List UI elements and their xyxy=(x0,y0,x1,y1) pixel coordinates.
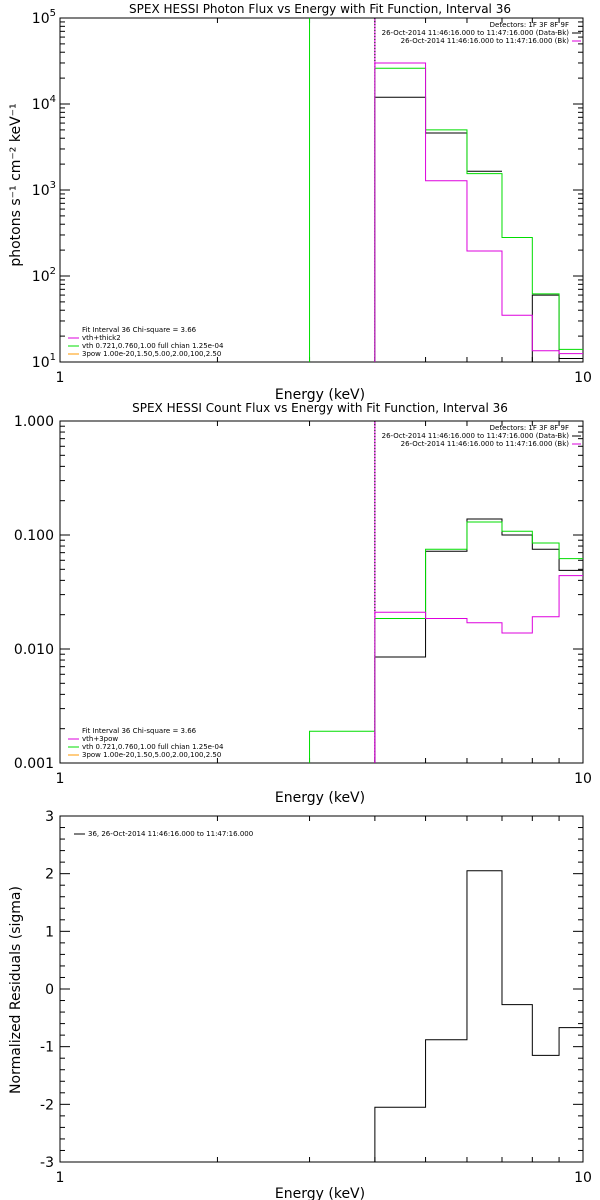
photon-flux-title: SPEX HESSI Photon Flux vs Energy with Fi… xyxy=(129,2,511,16)
series-step-line xyxy=(374,870,583,1162)
legend-label: 26-Oct-2014 11:46:16.000 to 11:47:16.000… xyxy=(401,440,570,448)
photon-flux-ylabel: photons s⁻¹ cm⁻² keV⁻¹ xyxy=(8,103,24,266)
legend-label: Detectors: 1F 3F 8F 9F xyxy=(490,21,569,29)
x-tick-label: 10 xyxy=(574,771,592,787)
series-step-line xyxy=(374,96,583,362)
x-tick-label: 1 xyxy=(56,1170,65,1186)
photon-flux-xlabel: Energy (keV) xyxy=(275,387,365,403)
x-tick-label: 10 xyxy=(574,1170,592,1186)
legend-label: vth+thick2 xyxy=(82,334,121,342)
y-tick-label: 0.100 xyxy=(14,528,54,544)
y-tick-label: -1 xyxy=(40,1040,54,1056)
legend-label: 26-Oct-2014 11:46:16.000 to 11:47:16.000… xyxy=(401,37,570,45)
x-tick-label: 1 xyxy=(56,771,65,787)
y-tick-label: 1 xyxy=(45,924,54,940)
y-tick-label: 103 xyxy=(32,180,56,199)
y-tick-label: 0.001 xyxy=(14,756,54,772)
plot-frame xyxy=(59,420,584,764)
y-tick-label: 0 xyxy=(45,982,54,998)
y-tick-label: 102 xyxy=(32,266,56,285)
series-step-line xyxy=(374,62,583,362)
y-tick-label: 3 xyxy=(45,809,54,825)
count-flux-plot: 1 10 0.001 0.010 0.100 1.000 Detectors: 1F 3F … xyxy=(14,414,592,787)
residuals-ylabel: Normalized Residuals (sigma) xyxy=(8,886,24,1094)
y-tick-label: 101 xyxy=(32,352,56,371)
series-step-line xyxy=(374,575,583,763)
legend-label: Fit Interval 36 Chi-square = 3.66 xyxy=(82,326,197,334)
photon-flux-panel: SPEX HESSI Photon Flux vs Energy with Fi… xyxy=(8,2,592,403)
plot-frame xyxy=(59,815,584,1163)
y-tick-label: 2 xyxy=(45,867,54,883)
legend-label: vth 0.721,0.760,1.00 full chian 1.25e-04 xyxy=(82,342,224,350)
legend-label: vth+3pow xyxy=(82,735,118,743)
y-tick-label: -3 xyxy=(40,1155,54,1171)
legend-label: 26-Oct-2014 11:46:16.000 to 11:47:16.000… xyxy=(382,29,570,37)
residuals-xlabel: Energy (keV) xyxy=(275,1186,365,1200)
y-tick-label: 1.000 xyxy=(14,414,54,430)
x-tick-label: 10 xyxy=(574,370,592,386)
series-step-line xyxy=(374,67,583,362)
residuals-plot: 1 10 -3 -2 -1 0 1 2 3 36, 26-Oct-2014 11:46:16.00… xyxy=(40,809,592,1186)
count-flux-title: SPEX HESSI Count Flux vs Energy with Fit… xyxy=(132,401,508,415)
series-step-line xyxy=(309,521,583,763)
y-tick-label: 104 xyxy=(32,94,56,113)
series-step-line xyxy=(374,518,583,763)
y-tick-label: 0.010 xyxy=(14,642,54,658)
x-tick-label: 1 xyxy=(56,370,65,386)
photon-flux-plot: 1 10 101 102 103 104 105 Detectors: 1F 3F 8F 9F… xyxy=(32,8,592,386)
legend-label: Fit Interval 36 Chi-square = 3.66 xyxy=(82,727,197,735)
plot-frame xyxy=(59,17,584,363)
y-tick-label: -2 xyxy=(40,1097,54,1113)
legend-label: 36, 26-Oct-2014 11:46:16.000 to 11:47:16… xyxy=(88,830,253,838)
legend-label: 26-Oct-2014 11:46:16.000 to 11:47:16.000… xyxy=(382,432,570,440)
legend-label: 3pow 1.00e-20,1.50,5.00,2.00,100,2.50 xyxy=(82,751,221,759)
count-flux-xlabel: Energy (keV) xyxy=(275,790,365,806)
y-tick-label: 105 xyxy=(32,8,56,27)
legend-label: vth 0.721,0.760,1.00 full chian 1.25e-04 xyxy=(82,743,224,751)
residuals-panel: Normalized Residuals (sigma) Energy (keV… xyxy=(8,809,592,1200)
legend-label: 3pow 1.00e-20,1.50,5.00,2.00,100,2.50 xyxy=(82,350,221,358)
legend-label: Detectors: 1F 3F 8F 9F xyxy=(490,424,569,432)
count-flux-panel: SPEX HESSI Count Flux vs Energy with Fit… xyxy=(14,401,592,806)
